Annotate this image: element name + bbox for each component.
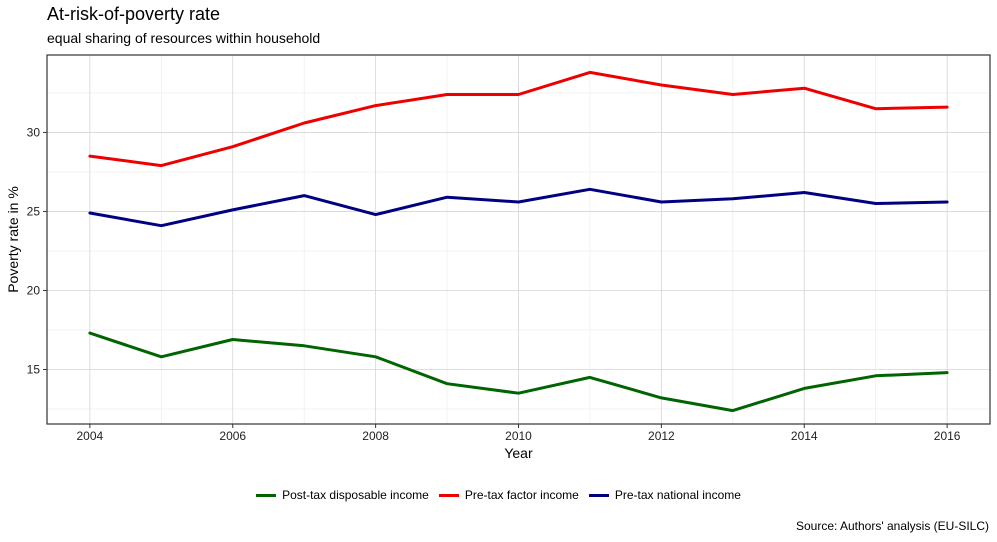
line-chart: 2004 2006 2008 2010 2012 2014 2016 15 20 25 30 Year… [5, 54, 991, 461]
legend-label: Pre-tax factor income [464, 488, 579, 502]
legend-item: Pre-tax national income [588, 488, 741, 502]
chart-subtitle: equal sharing of resources within househ… [47, 30, 321, 46]
y-axis-title: Poverty rate in % [5, 186, 21, 293]
legend-key [438, 493, 459, 497]
x-tick-label: 2008 [362, 429, 389, 443]
y-tick-label: 15 [27, 362, 41, 376]
legend-label: Pre-tax national income [614, 488, 741, 502]
series-line [88, 331, 949, 413]
series-line [88, 70, 949, 168]
x-tick-label: 2010 [505, 429, 532, 443]
source-caption: Source: Authors' analysis (EU-SILC) [795, 519, 989, 533]
legend-item: Post-tax disposable income [256, 488, 429, 502]
x-tick-label: 2004 [77, 429, 104, 443]
x-tick-label: 2016 [934, 429, 961, 443]
y-tick-label: 20 [27, 283, 41, 297]
legend-key [256, 493, 277, 497]
y-tick-label: 25 [27, 204, 41, 218]
x-tick-label: 2006 [219, 429, 246, 443]
series-line [88, 187, 949, 228]
x-tick-label: 2012 [648, 429, 675, 443]
x-tick-label: 2014 [791, 429, 818, 443]
legend-key [588, 493, 609, 497]
chart-title: At-risk-of-poverty rate [47, 4, 221, 24]
panel-border [46, 54, 991, 425]
y-tick-label: 30 [27, 125, 41, 139]
legend: Post-tax disposable income Pre-tax facto… [0, 488, 997, 502]
legend-label: Post-tax disposable income [282, 488, 429, 502]
legend-item: Pre-tax factor income [438, 488, 579, 502]
x-axis-title: Year [504, 445, 533, 461]
